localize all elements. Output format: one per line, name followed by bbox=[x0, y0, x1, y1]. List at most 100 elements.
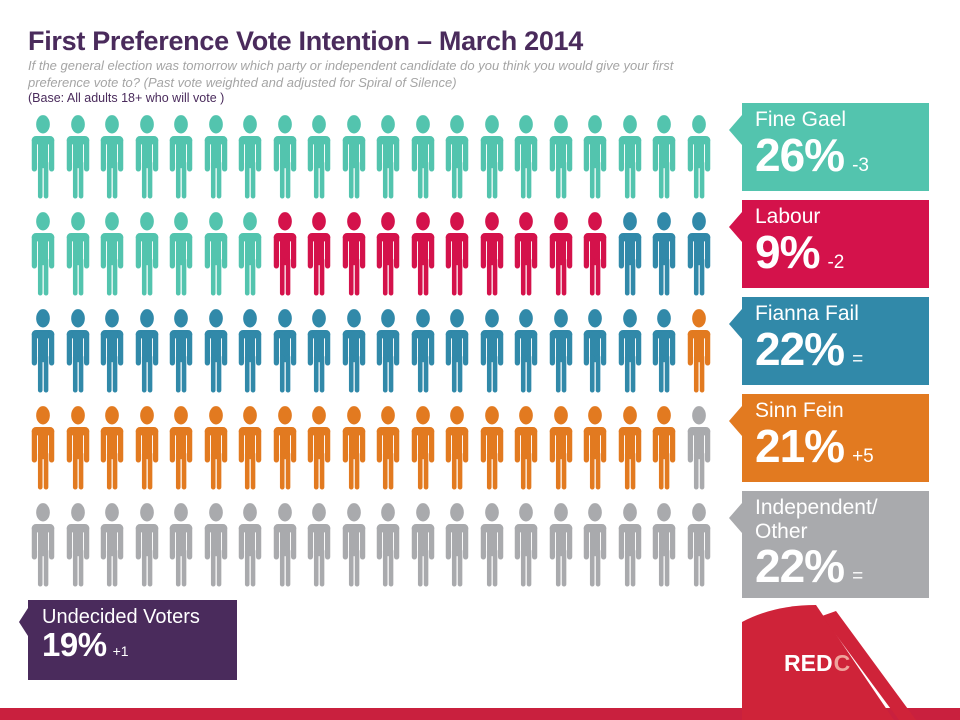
person-icon bbox=[270, 406, 300, 490]
person-icon bbox=[615, 115, 645, 199]
person-icon bbox=[649, 503, 679, 587]
person-icon bbox=[373, 309, 403, 393]
person-icon bbox=[649, 212, 679, 296]
person-icon bbox=[649, 309, 679, 393]
person-icon bbox=[270, 212, 300, 296]
person-icon bbox=[235, 309, 265, 393]
person-icon bbox=[442, 212, 472, 296]
party-name: Fianna Fail bbox=[755, 302, 859, 325]
person-icon bbox=[373, 115, 403, 199]
person-icon bbox=[97, 115, 127, 199]
person-icon bbox=[235, 406, 265, 490]
person-icon bbox=[511, 115, 541, 199]
person-icon bbox=[132, 309, 162, 393]
person-icon bbox=[511, 503, 541, 587]
person-icon bbox=[615, 503, 645, 587]
person-icon bbox=[546, 115, 576, 199]
person-icon bbox=[580, 212, 610, 296]
person-icon bbox=[132, 503, 162, 587]
person-icon bbox=[339, 115, 369, 199]
person-icon bbox=[97, 212, 127, 296]
person-icon bbox=[235, 115, 265, 199]
pictogram-row bbox=[28, 406, 714, 490]
person-icon bbox=[63, 406, 93, 490]
person-icon bbox=[511, 406, 541, 490]
person-icon bbox=[201, 212, 231, 296]
person-icon bbox=[442, 406, 472, 490]
person-icon bbox=[132, 212, 162, 296]
person-icon bbox=[97, 406, 127, 490]
person-icon bbox=[477, 115, 507, 199]
person-icon bbox=[684, 212, 714, 296]
person-icon bbox=[373, 406, 403, 490]
person-icon bbox=[684, 503, 714, 587]
party-name: Fine Gael bbox=[755, 108, 847, 131]
person-icon bbox=[580, 115, 610, 199]
person-icon bbox=[28, 212, 58, 296]
person-icon bbox=[546, 406, 576, 490]
person-icon bbox=[477, 503, 507, 587]
person-icon bbox=[28, 503, 58, 587]
person-icon bbox=[63, 212, 93, 296]
redc-logo-shape bbox=[742, 605, 916, 720]
person-icon bbox=[684, 309, 714, 393]
person-icon bbox=[63, 503, 93, 587]
redc-logo-text: REDC bbox=[784, 650, 850, 677]
person-icon bbox=[166, 115, 196, 199]
change-value: -2 bbox=[827, 251, 845, 273]
person-icon bbox=[304, 115, 334, 199]
person-icon bbox=[442, 309, 472, 393]
percent-value: 26% bbox=[755, 128, 845, 181]
redc-logo: REDC bbox=[736, 600, 936, 720]
person-icon bbox=[373, 212, 403, 296]
person-icon bbox=[166, 212, 196, 296]
percent-value: 22% bbox=[755, 322, 845, 375]
change-value: +5 bbox=[852, 445, 874, 467]
person-icon bbox=[166, 309, 196, 393]
label-fine-gael: Fine Gael 26% -3 bbox=[729, 103, 929, 191]
person-icon bbox=[166, 406, 196, 490]
person-icon bbox=[235, 503, 265, 587]
person-icon bbox=[201, 309, 231, 393]
change-value: -3 bbox=[852, 154, 869, 176]
person-icon bbox=[477, 406, 507, 490]
percent-value: 22% bbox=[755, 540, 845, 593]
person-icon bbox=[339, 309, 369, 393]
person-icon bbox=[132, 406, 162, 490]
person-icon bbox=[132, 115, 162, 199]
person-icon bbox=[580, 406, 610, 490]
person-icon bbox=[63, 115, 93, 199]
logo-c-text: C bbox=[833, 650, 851, 676]
person-icon bbox=[580, 309, 610, 393]
person-icon bbox=[408, 503, 438, 587]
person-icon bbox=[97, 503, 127, 587]
change-value: +1 bbox=[112, 643, 129, 660]
person-icon bbox=[580, 503, 610, 587]
person-icon bbox=[270, 115, 300, 199]
person-icon bbox=[28, 309, 58, 393]
person-icon bbox=[408, 212, 438, 296]
person-icon bbox=[304, 503, 334, 587]
percent-value: 21% bbox=[755, 419, 845, 472]
change-value: = bbox=[852, 566, 864, 588]
person-icon bbox=[97, 309, 127, 393]
person-icon bbox=[684, 406, 714, 490]
person-icon bbox=[477, 309, 507, 393]
label-independent-other: Independent/ Other 22% = bbox=[729, 491, 929, 598]
pictogram-row bbox=[28, 115, 714, 199]
person-icon bbox=[28, 406, 58, 490]
label-sinn-fein: Sinn Fein 21% +5 bbox=[729, 394, 929, 482]
label-undecided-voters: Undecided Voters 19% +1 bbox=[19, 600, 237, 680]
person-icon bbox=[649, 115, 679, 199]
person-icon bbox=[546, 212, 576, 296]
person-icon bbox=[373, 503, 403, 587]
person-icon bbox=[477, 212, 507, 296]
person-icon bbox=[615, 406, 645, 490]
person-icon bbox=[511, 212, 541, 296]
person-icon bbox=[684, 115, 714, 199]
party-name: Sinn Fein bbox=[755, 399, 844, 422]
person-icon bbox=[442, 503, 472, 587]
page-title: First Preference Vote Intention – March … bbox=[28, 26, 583, 56]
survey-question: If the general election was tomorrow whi… bbox=[28, 58, 674, 90]
